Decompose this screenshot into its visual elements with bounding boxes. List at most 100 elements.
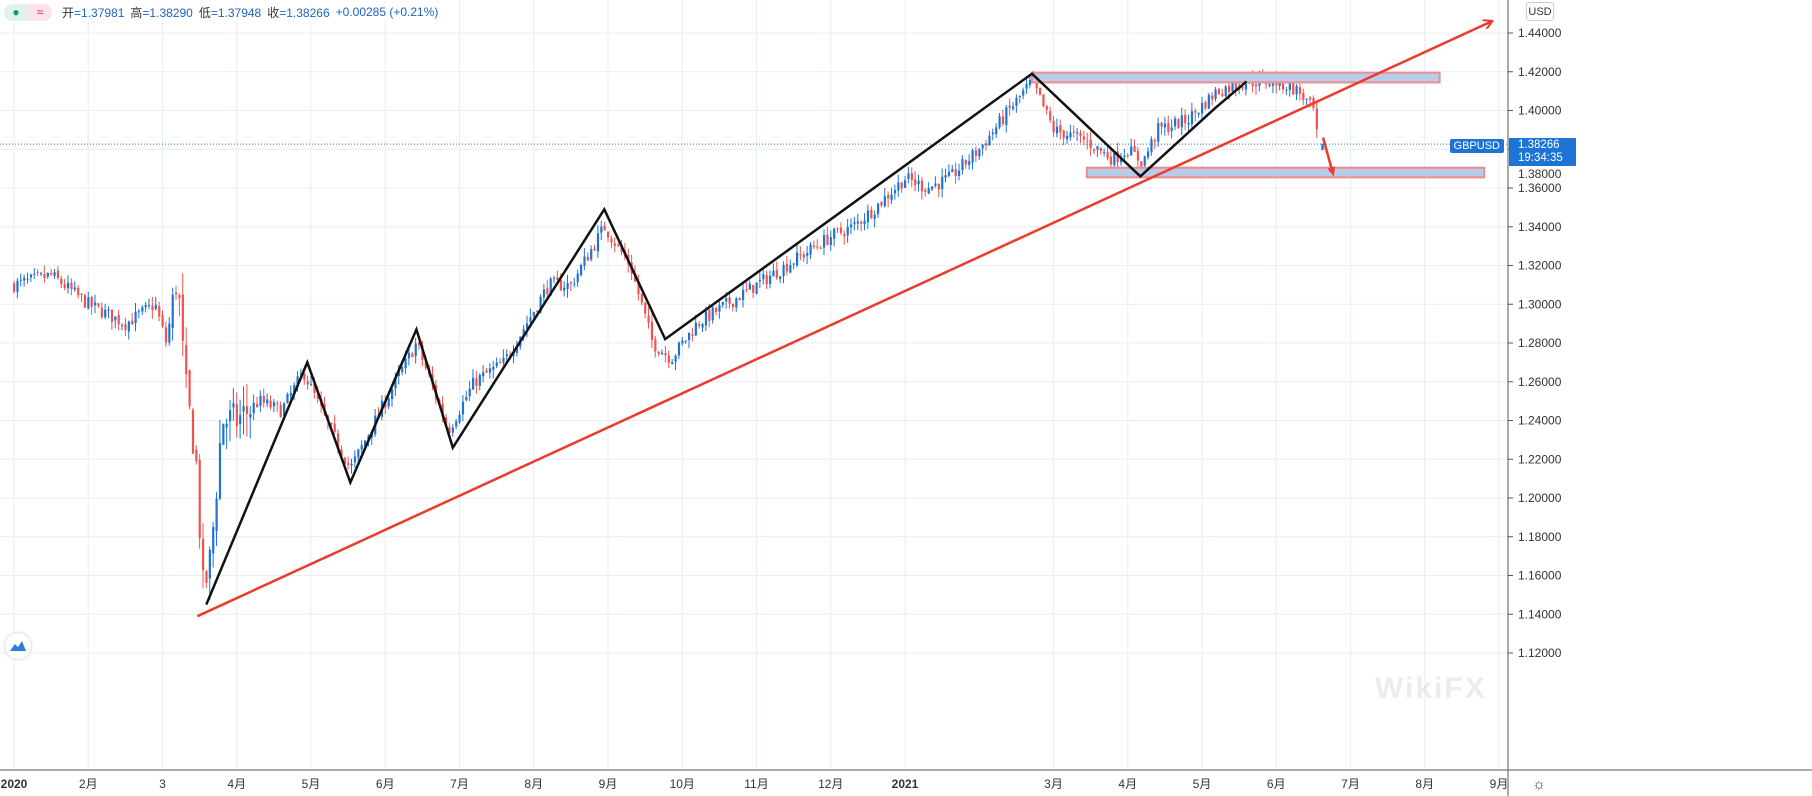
candle-body xyxy=(985,143,988,146)
candle-body xyxy=(1103,151,1106,153)
candle-body xyxy=(637,281,640,294)
candle-body xyxy=(276,403,279,405)
candle-body xyxy=(397,371,400,376)
candle-body xyxy=(488,368,492,373)
candle-body xyxy=(350,463,353,466)
candle-body xyxy=(90,297,93,307)
candle-body xyxy=(1170,127,1173,131)
change-value: +0.00285 (+0.21%) xyxy=(335,5,439,19)
candle-body xyxy=(222,423,225,445)
candle-body xyxy=(1207,94,1210,109)
wave-icon[interactable]: ≈ xyxy=(28,3,52,21)
candle-body xyxy=(127,321,130,332)
candle-body xyxy=(266,399,269,404)
candle-body xyxy=(80,293,83,295)
candle-body xyxy=(823,235,826,248)
candle-body xyxy=(1018,95,1021,97)
candle-body xyxy=(279,405,282,418)
candle-body xyxy=(245,406,249,414)
candle-body xyxy=(232,403,235,408)
candle-body xyxy=(1015,97,1018,107)
y-tick-label: 1.24000 xyxy=(1518,414,1562,428)
series-toggle[interactable]: ● ≈ xyxy=(4,3,52,21)
candle-body xyxy=(1295,85,1298,94)
candle-body xyxy=(161,314,164,327)
candle-body xyxy=(779,276,782,280)
candle-body xyxy=(475,378,478,386)
candle-body xyxy=(235,404,238,427)
y-tick-label: 1.30000 xyxy=(1518,297,1562,311)
candle-body xyxy=(661,352,664,355)
x-tick-label: 3月 xyxy=(1044,777,1063,791)
y-tick-label: 1.36000 xyxy=(1518,181,1562,195)
candle-body xyxy=(549,278,552,296)
candle-body xyxy=(1022,90,1025,96)
x-tick-label: 5月 xyxy=(1193,777,1212,791)
candle-body xyxy=(1116,151,1119,163)
candle-body xyxy=(141,307,144,312)
candle-body xyxy=(931,186,934,190)
candle-body xyxy=(728,297,731,304)
candle-body xyxy=(461,401,465,415)
candle-body xyxy=(772,270,775,277)
candle-body xyxy=(1143,156,1146,166)
candle-body xyxy=(944,175,947,178)
candle-body xyxy=(745,289,748,291)
candle-body xyxy=(721,301,724,305)
candle-body xyxy=(853,222,856,225)
candle-body xyxy=(50,272,53,275)
candle-body xyxy=(917,180,920,185)
x-tick-label: 3 xyxy=(159,777,166,791)
candle-body xyxy=(1096,146,1099,150)
candle-body xyxy=(104,309,107,318)
candle-body xyxy=(218,443,222,499)
candle-body xyxy=(1315,108,1318,130)
tradingview-logo-icon[interactable] xyxy=(5,633,31,659)
candle-body xyxy=(556,277,559,281)
candle-body xyxy=(991,132,994,135)
ohlc-legend: ● ≈ 开=1.37981 高=1.38290 低=1.37948 收=1.38… xyxy=(4,2,445,22)
candle-body xyxy=(1039,87,1042,95)
candle-body xyxy=(212,527,215,554)
candle-body xyxy=(16,280,19,292)
candle-body xyxy=(198,459,201,539)
candle-body xyxy=(569,282,573,284)
candle-body xyxy=(313,384,316,393)
dot-icon[interactable]: ● xyxy=(4,3,28,21)
x-tick-label: 9月 xyxy=(1490,777,1509,791)
high-value: =1.38290 xyxy=(142,5,193,20)
candle-body xyxy=(600,226,603,233)
settings-gear-icon[interactable]: ☼ xyxy=(1532,776,1546,793)
candle-body xyxy=(698,324,701,326)
candle-body xyxy=(522,329,525,337)
x-tick-label: 9月 xyxy=(599,777,618,791)
currency-button[interactable]: USD xyxy=(1526,2,1554,21)
candle-body xyxy=(121,325,124,327)
candle-body xyxy=(765,274,768,285)
candle-body xyxy=(914,179,917,186)
candle-body xyxy=(131,320,134,325)
candle-body xyxy=(887,194,890,199)
candle-body xyxy=(67,282,70,289)
open-value: =1.37981 xyxy=(74,5,125,20)
candle-body xyxy=(1025,84,1028,89)
candle-body xyxy=(735,298,738,308)
candle-body xyxy=(796,252,799,266)
y-tick-label: 1.22000 xyxy=(1518,452,1562,466)
y-tick-label: 1.18000 xyxy=(1518,530,1562,544)
candle-body xyxy=(1049,111,1052,121)
candle-body xyxy=(681,340,684,344)
candle-body xyxy=(1001,116,1005,124)
candle-body xyxy=(63,284,66,289)
candle-body xyxy=(144,305,147,308)
candle-body xyxy=(286,394,289,403)
candle-body xyxy=(590,249,593,260)
x-tick-label: 8月 xyxy=(1415,777,1434,791)
candle-body xyxy=(1028,79,1032,86)
candle-body xyxy=(927,188,930,194)
candle-body xyxy=(19,279,22,281)
candle-body xyxy=(792,263,795,265)
candle-body xyxy=(1055,126,1059,134)
candle-body xyxy=(225,423,228,428)
